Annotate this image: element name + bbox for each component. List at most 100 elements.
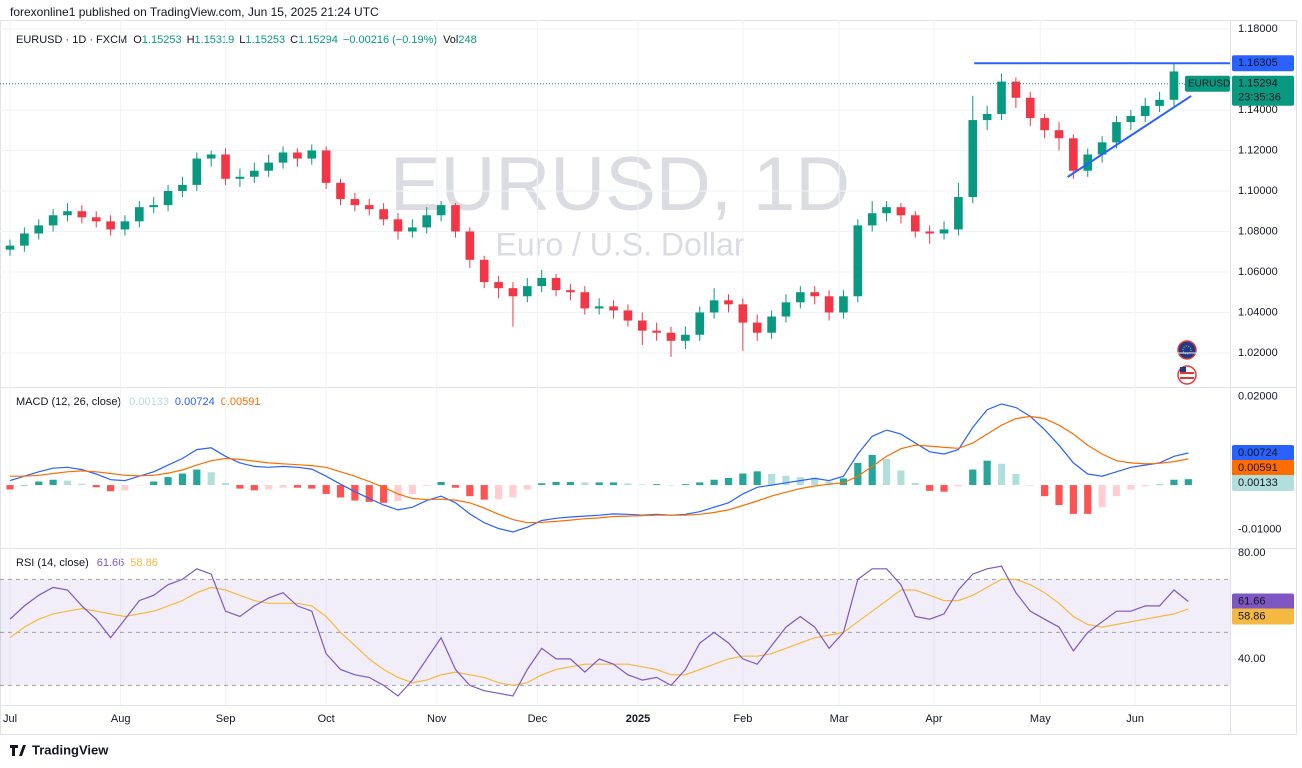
histogram-bar bbox=[1184, 479, 1192, 486]
histogram-bar bbox=[997, 463, 1006, 486]
histogram-bar bbox=[106, 485, 115, 492]
histogram-bar bbox=[250, 485, 258, 491]
candle-body bbox=[479, 259, 489, 283]
candle-body bbox=[192, 158, 202, 185]
histogram-bar bbox=[882, 458, 891, 486]
resistance-label-box bbox=[1232, 55, 1294, 72]
histogram-bar bbox=[20, 485, 28, 486]
legend-value: 248 bbox=[458, 34, 476, 46]
histogram-bar bbox=[768, 473, 776, 486]
histogram-bar bbox=[394, 485, 402, 502]
us-flag-icon[interactable] bbox=[1177, 365, 1197, 385]
candle-body bbox=[623, 310, 633, 321]
histogram-bar bbox=[466, 485, 474, 497]
y-tick-label: 1.14000 bbox=[1238, 104, 1278, 116]
histogram-bar bbox=[566, 481, 575, 486]
x-tick-label: Feb bbox=[733, 713, 752, 725]
candle-body bbox=[566, 290, 575, 293]
candle-body bbox=[968, 120, 978, 198]
candle-body bbox=[681, 334, 690, 341]
histogram-bar bbox=[437, 481, 445, 486]
y-tick-label: 1.08000 bbox=[1238, 225, 1278, 237]
candle-body bbox=[1155, 99, 1164, 106]
ma-line bbox=[9, 578, 1189, 687]
x-tick-label: Jun bbox=[1126, 713, 1144, 725]
candle-body bbox=[839, 296, 848, 313]
legend-key: O bbox=[133, 34, 142, 46]
candle-body bbox=[882, 207, 891, 214]
histogram-bar bbox=[351, 485, 359, 501]
candle-body bbox=[408, 227, 417, 232]
price-label-box bbox=[1232, 75, 1294, 106]
histogram-bar bbox=[696, 482, 704, 486]
rsi-line bbox=[9, 565, 1189, 697]
histogram-bar bbox=[825, 481, 833, 486]
candle-body bbox=[853, 225, 863, 297]
candle-body bbox=[925, 231, 934, 234]
candle-body bbox=[767, 316, 776, 333]
candle-body bbox=[264, 162, 273, 171]
histogram-bar bbox=[1012, 473, 1020, 486]
histogram-bar bbox=[336, 485, 345, 498]
candle-body bbox=[393, 219, 403, 232]
histogram-bar bbox=[164, 477, 172, 486]
legend-value: 1.15294 bbox=[298, 34, 338, 46]
histogram-bar bbox=[35, 481, 43, 486]
candle-body bbox=[666, 332, 676, 341]
histogram-bar bbox=[1141, 485, 1149, 487]
histogram-bar bbox=[1098, 485, 1106, 508]
histogram-bar bbox=[940, 485, 948, 492]
y-tick-label: 40.00 bbox=[1238, 653, 1266, 665]
ma-value-label: 58.86 bbox=[1238, 610, 1266, 622]
candle-body bbox=[709, 300, 719, 313]
ma-value-label-box bbox=[1232, 608, 1294, 625]
histogram-value-label-box bbox=[1232, 474, 1294, 491]
histogram-bar bbox=[1127, 485, 1135, 490]
histogram-bar bbox=[839, 478, 848, 486]
y-tick-label: 1.12000 bbox=[1238, 144, 1278, 156]
x-tick-label: Nov bbox=[427, 713, 447, 725]
histogram-bar bbox=[897, 470, 905, 486]
legend-value: 58.86 bbox=[130, 557, 158, 569]
x-tick-label: Apr bbox=[925, 713, 942, 725]
histogram-bar bbox=[365, 485, 373, 502]
histogram-bar bbox=[63, 480, 72, 486]
candle-body bbox=[609, 306, 618, 311]
candle-body bbox=[206, 154, 216, 159]
candle-body bbox=[551, 278, 561, 291]
histogram-bar bbox=[667, 485, 675, 486]
candle-body bbox=[91, 217, 101, 222]
histogram-bar bbox=[6, 485, 14, 490]
x-tick-label: Jul bbox=[3, 713, 17, 725]
candle-body bbox=[5, 245, 15, 250]
histogram-bar bbox=[78, 483, 86, 486]
histogram-bar bbox=[1041, 485, 1049, 497]
histogram-bar bbox=[1155, 484, 1164, 486]
candle-body bbox=[796, 292, 805, 303]
histogram-bar bbox=[1055, 485, 1063, 506]
x-tick-label: Sep bbox=[216, 713, 236, 725]
histogram-bar bbox=[624, 483, 632, 486]
legend-value: 1.15253 bbox=[245, 34, 285, 46]
histogram-value-label: 0.00133 bbox=[1238, 477, 1278, 489]
candle-body bbox=[1126, 116, 1136, 123]
y-tick-label: -0.01000 bbox=[1238, 523, 1281, 535]
candle-body bbox=[824, 296, 834, 313]
candle-body bbox=[364, 205, 374, 210]
eu-flag-icon[interactable] bbox=[1177, 340, 1197, 360]
x-tick-label: Oct bbox=[318, 713, 335, 725]
candle-body bbox=[336, 182, 345, 200]
candle-body bbox=[781, 302, 791, 317]
histogram-bar bbox=[609, 482, 618, 486]
candle-body bbox=[63, 211, 72, 216]
macd-legend: MACD (12, 26, close) 0.00133 0.00724 0.0059… bbox=[16, 396, 260, 408]
legend-key: L bbox=[239, 34, 245, 46]
candle-body bbox=[1025, 97, 1035, 119]
candle-body bbox=[120, 221, 130, 230]
tradingview-logo[interactable]: TradingView bbox=[10, 742, 109, 757]
candle-body bbox=[523, 286, 532, 297]
histogram-bar bbox=[926, 485, 934, 491]
x-tick-label: May bbox=[1030, 713, 1051, 725]
candle-body bbox=[451, 205, 460, 232]
